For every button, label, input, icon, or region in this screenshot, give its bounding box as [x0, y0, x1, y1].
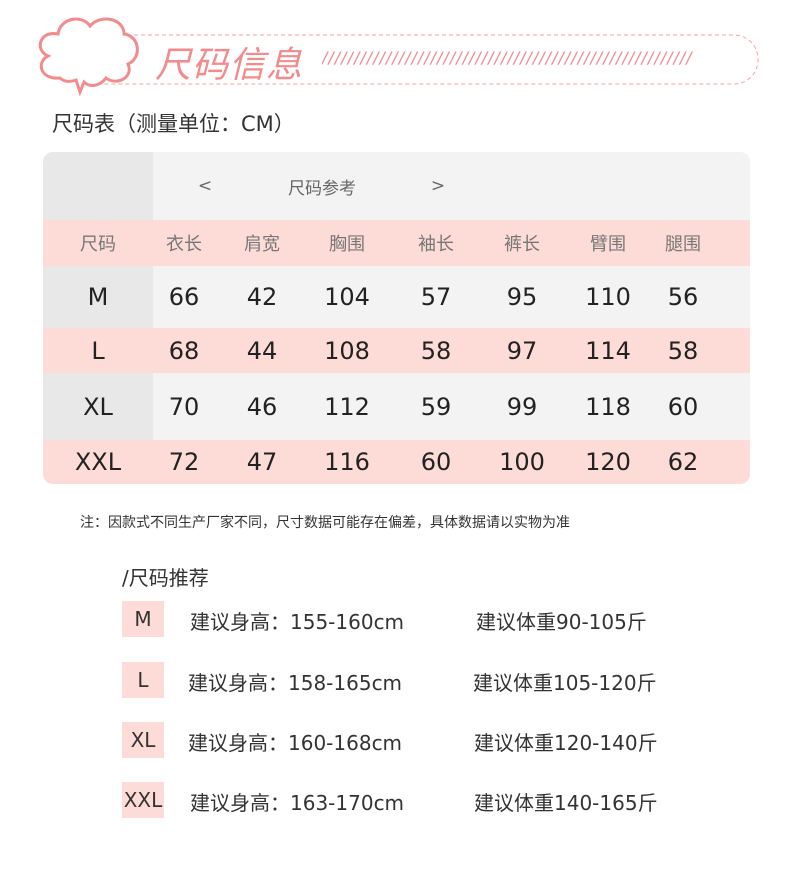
weight-text: 建议体重105-120斤	[473, 671, 657, 695]
disclaimer-note: 注：因款式不同生产厂家不同，尺寸数据可能存在偏差，具体数据请以实物为准	[80, 515, 570, 531]
size-badge: L	[122, 662, 164, 698]
next-arrow-button[interactable]: >	[430, 176, 446, 196]
weight-text: 建议体重120-140斤	[474, 731, 658, 755]
value-cell: 97	[506, 336, 538, 365]
value-cell: 56	[667, 283, 699, 311]
value-cell: 95	[506, 283, 538, 311]
table-nav-row: < 尺码参考 >	[43, 152, 750, 220]
value-cell: 108	[324, 336, 370, 365]
dashed-frame	[74, 34, 759, 85]
value-cell: 118	[585, 392, 631, 421]
value-cell: 42	[246, 283, 278, 311]
value-cell: 68	[168, 336, 200, 365]
value-cell: 58	[667, 336, 699, 365]
size-cell: L	[91, 336, 105, 365]
table-row: L 68 44 108 58 97 114 58	[43, 328, 750, 373]
value-cell: 114	[585, 336, 631, 365]
column-header: 尺码	[80, 234, 116, 255]
column-header: 裤长	[504, 234, 540, 255]
column-header: 胸围	[329, 234, 365, 255]
recommend-item: XL 建议身高：160-168cm 建议体重120-140斤	[122, 722, 722, 758]
table-header-row: 尺码 衣长 肩宽 胸围 袖长 裤长 臂围 腿围	[43, 220, 750, 266]
value-cell: 99	[506, 392, 538, 421]
banner-decoration	[38, 17, 759, 97]
banner-slashes: ////////////////////////////////////////…	[322, 48, 693, 67]
recommend-item: M 建议身高：155-160cm 建议体重90-105斤	[122, 601, 722, 637]
height-text: 建议身高：160-168cm	[188, 731, 403, 755]
value-cell: 112	[324, 392, 370, 421]
size-table: < 尺码参考 > 尺码 衣长 肩宽 胸围 袖长 裤长 臂围 腿围 M 66 42 104 57 95 11…	[43, 152, 750, 484]
value-cell: 70	[168, 392, 200, 421]
table-caption: 尺码参考	[288, 178, 356, 199]
size-cell: XXL	[74, 448, 122, 476]
banner-title: 尺码信息	[155, 45, 304, 86]
value-cell: 47	[246, 448, 278, 476]
value-cell: 72	[168, 448, 200, 476]
prev-arrow-button[interactable]: <	[197, 176, 213, 196]
value-cell: 57	[420, 283, 452, 311]
cloud-icon	[38, 17, 139, 97]
size-badge: M	[122, 601, 164, 637]
size-chart-subtitle: 尺码表（测量单位：CM）	[52, 112, 295, 136]
value-cell: 120	[585, 448, 631, 476]
value-cell: 62	[667, 448, 699, 476]
recommend-title: /尺码推荐	[122, 566, 209, 590]
value-cell: 100	[499, 448, 545, 476]
value-cell: 104	[324, 283, 370, 311]
column-header: 肩宽	[244, 234, 280, 255]
size-cell: M	[87, 283, 109, 311]
size-badge: XXL	[122, 782, 164, 818]
recommend-item: L 建议身高：158-165cm 建议体重105-120斤	[122, 662, 722, 698]
table-row: XL 70 46 112 59 99 118 60	[43, 373, 750, 440]
size-cell: XL	[83, 392, 113, 421]
table-row: M 66 42 104 57 95 110 56	[43, 266, 750, 328]
value-cell: 110	[585, 283, 631, 311]
column-header: 袖长	[418, 234, 454, 255]
value-cell: 60	[420, 448, 452, 476]
column-header: 臂围	[590, 234, 626, 255]
column-header: 衣长	[166, 234, 202, 255]
value-cell: 58	[420, 336, 452, 365]
height-text: 建议身高：158-165cm	[188, 671, 403, 695]
value-cell: 66	[168, 283, 200, 311]
height-text: 建议身高：155-160cm	[190, 610, 405, 634]
value-cell: 44	[246, 336, 278, 365]
column-header: 腿围	[665, 234, 701, 255]
table-row: XXL 72 47 116 60 100 120 62	[43, 440, 750, 484]
value-cell: 116	[324, 448, 370, 476]
value-cell: 59	[420, 392, 452, 421]
height-text: 建议身高：163-170cm	[190, 791, 405, 815]
value-cell: 46	[246, 392, 278, 421]
size-badge: XL	[122, 722, 164, 758]
weight-text: 建议体重140-165斤	[474, 791, 658, 815]
recommend-item: XXL 建议身高：163-170cm 建议体重140-165斤	[122, 782, 722, 818]
value-cell: 60	[667, 392, 699, 421]
weight-text: 建议体重90-105斤	[476, 610, 647, 634]
